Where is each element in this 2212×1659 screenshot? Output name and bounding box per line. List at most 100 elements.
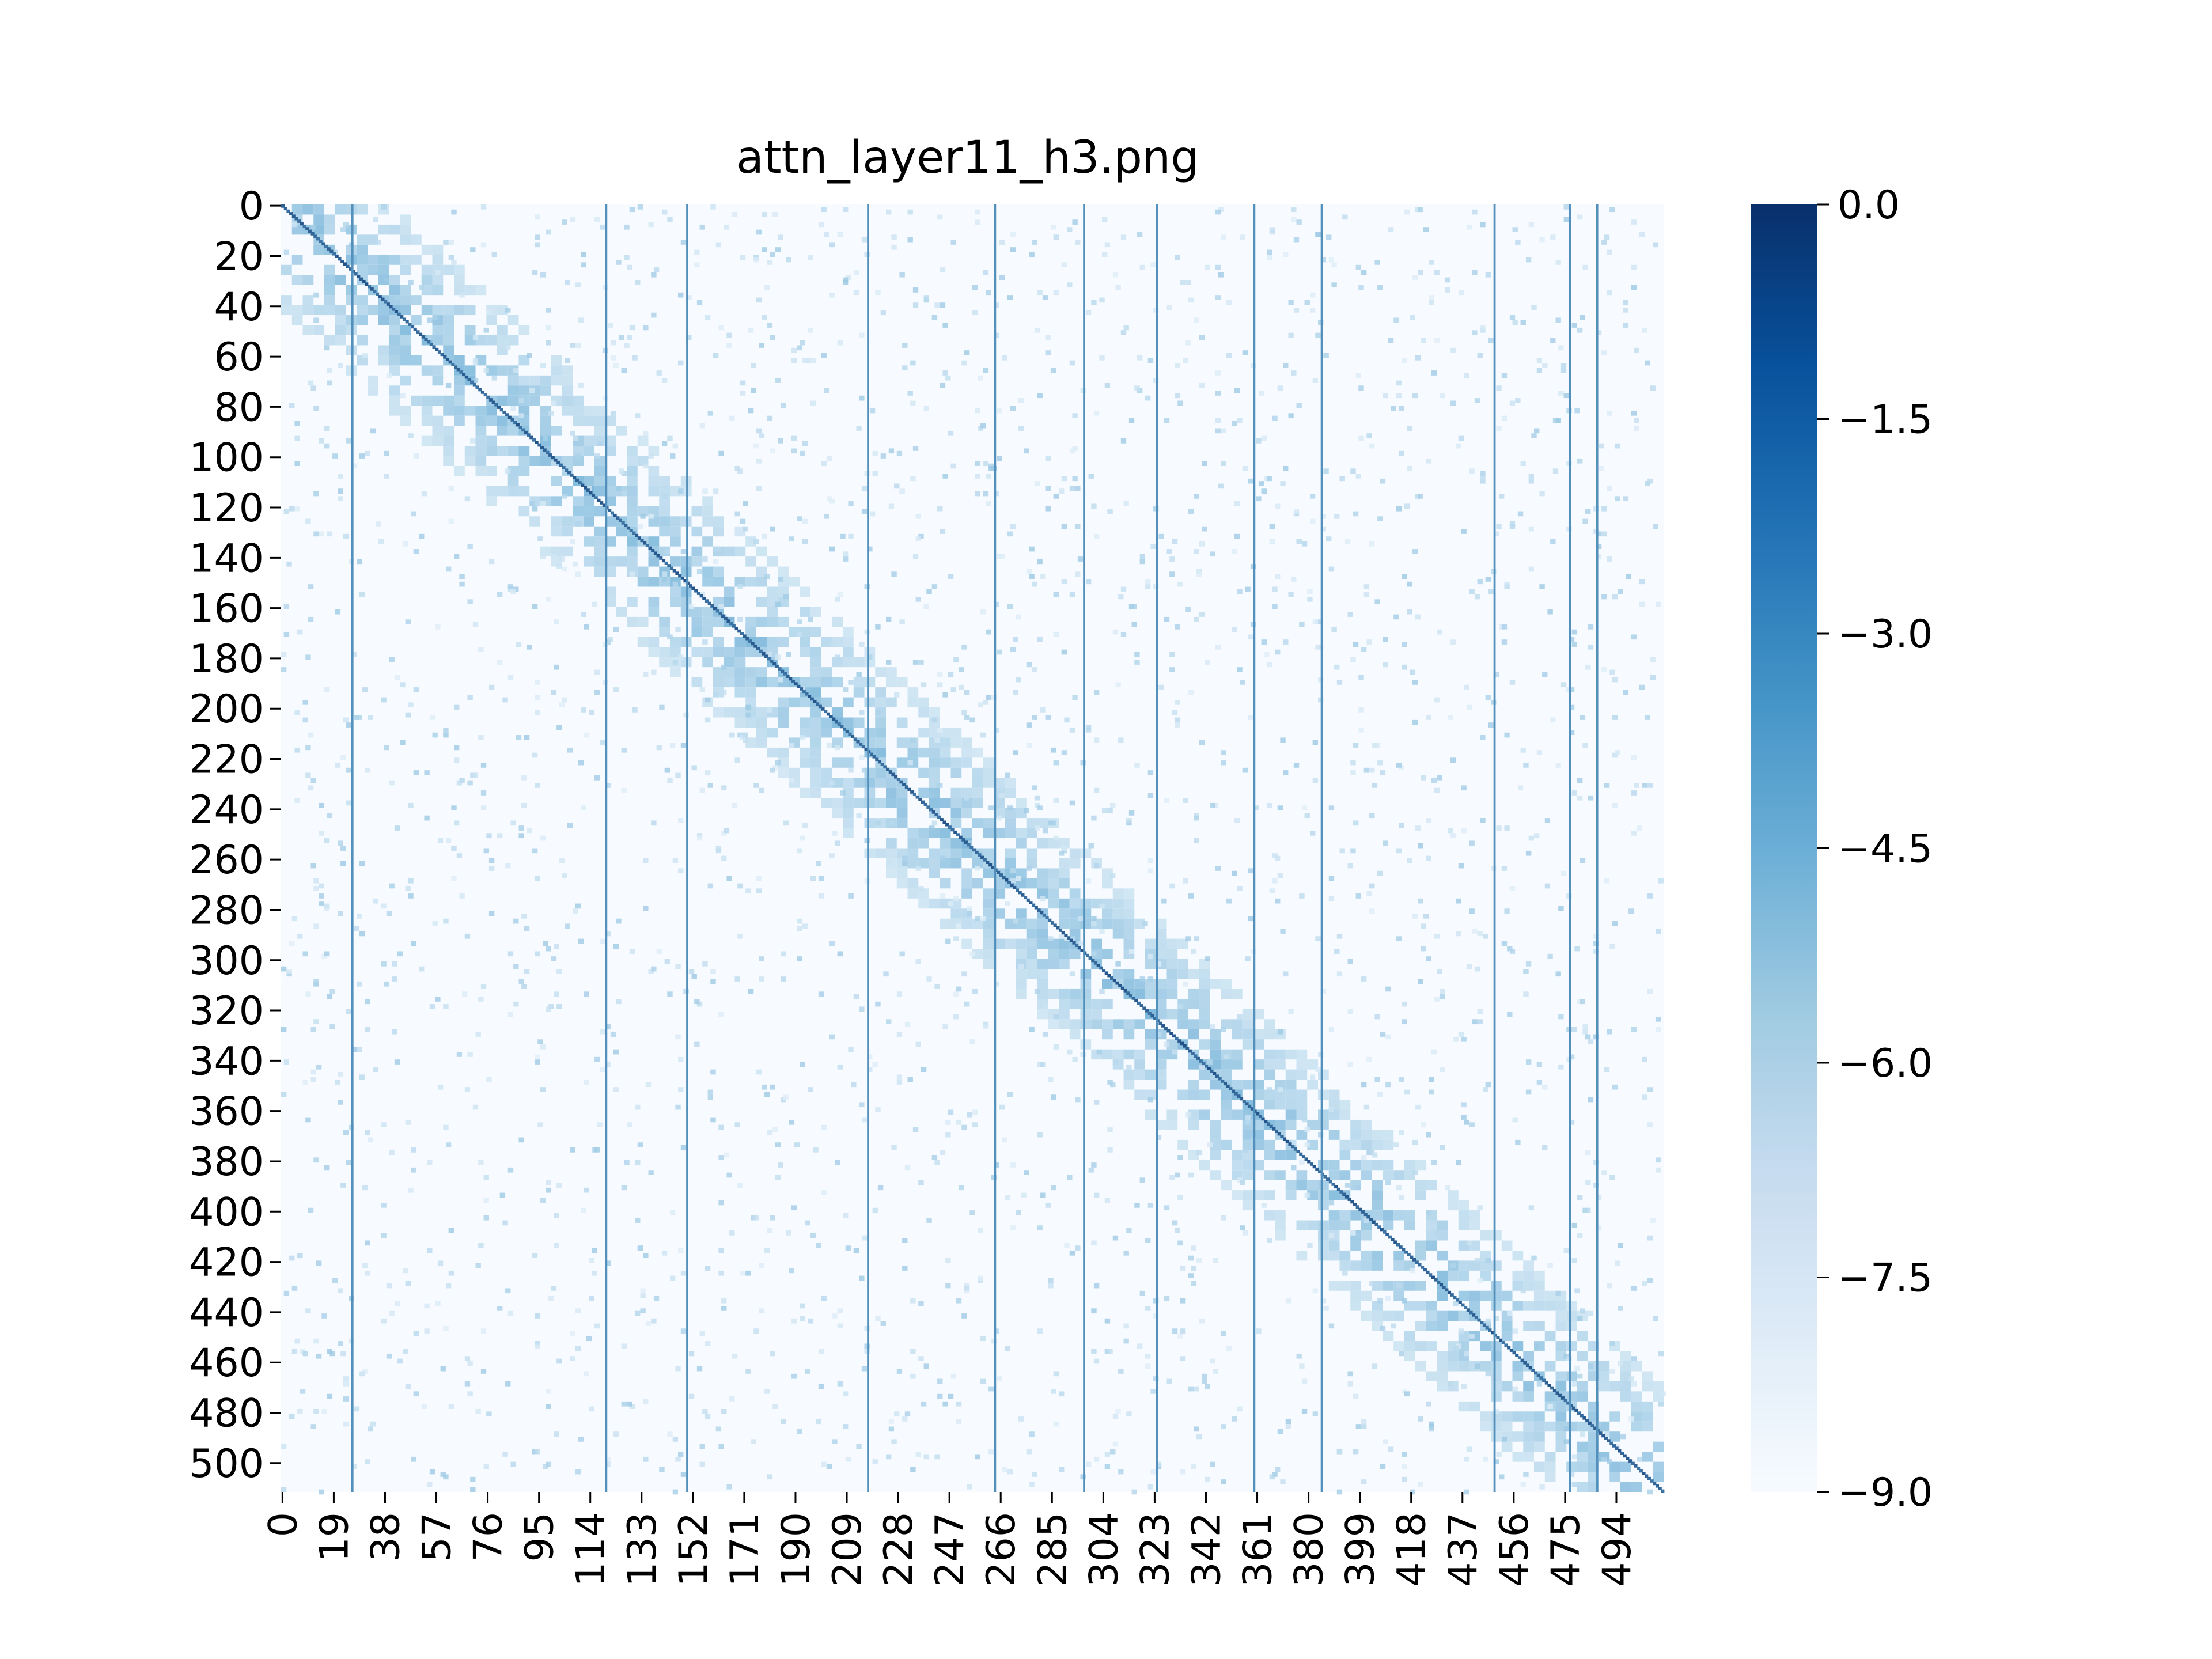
heatmap-cell [1234, 388, 1240, 393]
heatmap-cell [848, 893, 854, 899]
heatmap-cell [551, 554, 557, 559]
heatmap-cell [1264, 1059, 1275, 1070]
x-tick-label: 171 [722, 1512, 768, 1587]
heatmap-cell [432, 315, 438, 320]
heatmap-cell [848, 680, 854, 685]
heatmap-cell [400, 345, 411, 355]
heatmap-cell [368, 305, 378, 316]
heatmap-cell [1574, 946, 1580, 952]
heatmap-cell [313, 1019, 319, 1025]
heatmap-cell [1120, 234, 1127, 240]
heatmap-cell [535, 1343, 541, 1349]
heatmap-cell [1175, 1172, 1180, 1178]
heatmap-cell [1188, 1119, 1199, 1130]
heatmap-cell [378, 224, 389, 235]
heatmap-cell [661, 577, 668, 582]
heatmap-cell [961, 868, 972, 878]
heatmap-cell [324, 335, 335, 346]
x-tick-label: 133 [620, 1512, 665, 1587]
diagonal-cell [497, 406, 501, 409]
heatmap-cell [1194, 815, 1199, 821]
diagonal-cell [869, 752, 873, 756]
diagonal-cell [521, 428, 525, 432]
heatmap-cell [1296, 219, 1302, 225]
heatmap-cell [586, 1336, 592, 1342]
heatmap-cell [543, 941, 549, 946]
heatmap-cell [413, 453, 419, 459]
heatmap-cell [1474, 1258, 1480, 1263]
heatmap-cell [1123, 979, 1135, 989]
diagonal-cell [756, 647, 760, 650]
heatmap-cell [1328, 1281, 1340, 1291]
heatmap-cell [486, 435, 497, 446]
heatmap-cell [584, 415, 594, 426]
heatmap-cell [1469, 1210, 1480, 1221]
heatmap-cell [896, 1080, 903, 1085]
heatmap-cell [721, 664, 727, 670]
heatmap-cell [621, 1343, 627, 1349]
x-tick-label: 95 [517, 1512, 563, 1562]
heatmap-cell [297, 1253, 303, 1259]
heatmap-cell [994, 1162, 999, 1168]
heatmap-cell [327, 531, 333, 537]
heatmap-cell [1618, 1243, 1623, 1248]
heatmap-cell [767, 607, 778, 617]
heatmap-cell [1072, 446, 1078, 451]
heatmap-cell [778, 707, 789, 718]
heatmap-cell [1177, 1009, 1188, 1020]
heatmap-cell [1456, 898, 1461, 904]
heatmap-cell [470, 247, 476, 252]
heatmap-cell [856, 1444, 862, 1449]
heatmap-cell [567, 747, 573, 753]
heatmap-cell [1123, 1029, 1135, 1040]
heatmap-cell [327, 368, 333, 373]
heatmap-cell [419, 285, 425, 290]
heatmap-cell [1461, 1102, 1467, 1108]
x-tick-label: 380 [1287, 1512, 1332, 1587]
diagonal-cell [1336, 1187, 1340, 1191]
heatmap-cell [335, 609, 341, 615]
heatmap-cell [443, 727, 449, 733]
heatmap-cell [1547, 609, 1553, 615]
heatmap-cell [313, 305, 324, 316]
heatmap-cell [456, 853, 463, 858]
heatmap-cell [629, 325, 635, 331]
diagonal-cell [613, 513, 617, 517]
diagonal-cell [289, 212, 293, 215]
heatmap-cell [1423, 227, 1429, 233]
heatmap-cell [359, 931, 365, 937]
heatmap-cell [1450, 833, 1456, 839]
heatmap-cell [1328, 1250, 1340, 1261]
heatmap-cell [670, 516, 681, 527]
heatmap-cell [1407, 465, 1413, 471]
heatmap-cell [1480, 222, 1486, 228]
heatmap-cell [616, 918, 622, 924]
heatmap-cell [800, 677, 810, 688]
heatmap-cell [340, 227, 346, 233]
heatmap-cell [1199, 612, 1205, 617]
heatmap-cell [1093, 533, 1100, 539]
diagonal-cell [581, 483, 585, 487]
heatmap-cell [1404, 1160, 1415, 1171]
heatmap-cell [627, 1122, 632, 1128]
heatmap-cell [1631, 1286, 1637, 1291]
heatmap-cell [1069, 1029, 1081, 1040]
heatmap-cell [886, 848, 897, 858]
heatmap-cell [551, 375, 562, 386]
heatmap-cell [289, 1414, 295, 1419]
heatmap-cell [621, 471, 627, 476]
heatmap-cell [648, 465, 660, 476]
heatmap-cell [843, 647, 854, 657]
heatmap-cell [1107, 808, 1113, 813]
diagonal-cell [1191, 1052, 1195, 1055]
heatmap-cell [680, 1472, 687, 1477]
heatmap-cell [1016, 969, 1027, 979]
heatmap-cell [1523, 763, 1529, 768]
heatmap-cell [1577, 1316, 1583, 1321]
heatmap-cell [354, 926, 359, 931]
heatmap-cell [1582, 743, 1588, 748]
heatmap-cell [918, 898, 929, 909]
heatmap-cell [1275, 1467, 1281, 1472]
heatmap-cell [518, 415, 530, 426]
heatmap-cell [291, 1286, 298, 1291]
